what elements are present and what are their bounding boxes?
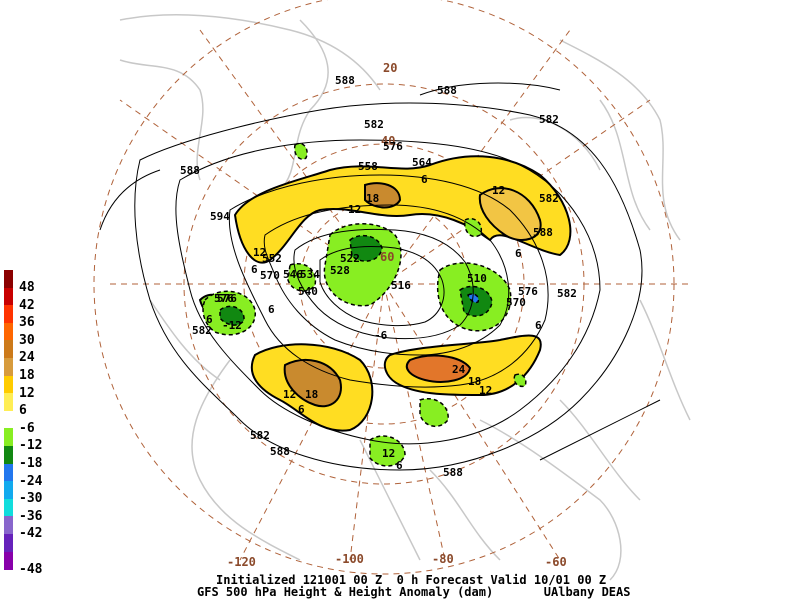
- height-label: 576: [518, 285, 538, 298]
- anomaly-label: 6: [268, 303, 275, 316]
- anomaly-label: 6: [298, 403, 305, 416]
- height-label: 588: [443, 466, 463, 479]
- legend-swatch: [4, 428, 13, 447]
- anomaly-label: -12: [222, 319, 242, 332]
- lon-label-80: -80: [432, 552, 454, 566]
- height-label: 582: [364, 118, 384, 131]
- height-label: 540: [298, 285, 318, 298]
- lat-label-20: 20: [383, 61, 397, 75]
- height-label: 588: [437, 84, 457, 97]
- footer-line-2: GFS 500 hPa Height & Height Anomaly (dam…: [197, 585, 631, 599]
- anomaly-label: 12: [382, 447, 395, 460]
- legend-label: 36: [19, 315, 35, 331]
- lon-label-120: -120: [227, 555, 256, 569]
- height-label: 516: [391, 279, 411, 292]
- height-label: 570: [506, 296, 526, 309]
- anomaly-label: 24: [452, 363, 466, 376]
- legend-label: -36: [19, 508, 43, 524]
- legend-swatch: [4, 375, 13, 395]
- legend-swatch: [4, 410, 13, 430]
- legend-swatch: [4, 551, 13, 571]
- lon-label-60: -60: [545, 555, 567, 569]
- legend-swatch: [4, 305, 13, 324]
- height-label: 522: [340, 252, 360, 265]
- height-label: 582: [250, 429, 270, 442]
- height-label: 582: [557, 287, 577, 300]
- anomaly-label: 6: [421, 173, 428, 186]
- legend-swatch: [4, 322, 13, 342]
- legend-swatch: [4, 393, 13, 412]
- height-label: 576: [217, 292, 237, 305]
- anomaly-label: 6: [251, 263, 258, 276]
- negative-anomaly-fills: [202, 142, 527, 467]
- anomaly-label: 6: [535, 319, 542, 332]
- legend-label: -30: [19, 491, 43, 507]
- height-label: 582: [539, 192, 559, 205]
- anomaly-labels: 12 18 12 12 18 24 18 12 6 6 -6 -12 12 6 …: [206, 173, 542, 472]
- legend-label: 30: [19, 332, 35, 348]
- legend-swatch: [4, 358, 13, 377]
- legend-label: -42: [19, 526, 43, 542]
- legend-label: -12: [19, 438, 43, 454]
- height-label: 564: [412, 156, 432, 169]
- anomaly-label: 12: [492, 184, 505, 197]
- anomaly-label: 18: [468, 375, 481, 388]
- height-label: 588: [533, 226, 553, 239]
- legend-swatch: [4, 498, 13, 518]
- anomaly-label: 6: [396, 459, 403, 472]
- legend-label: -48: [19, 561, 43, 577]
- height-label: 588: [180, 164, 200, 177]
- lat-label-40: 40: [381, 134, 395, 148]
- legend-label: 18: [19, 368, 35, 383]
- legend-label: -24: [19, 473, 43, 489]
- height-label: 510: [467, 272, 487, 285]
- legend-label: 6: [19, 403, 27, 419]
- anomaly-label: -6: [374, 329, 388, 342]
- legend-swatch: [4, 287, 13, 307]
- anomaly-label: 12: [479, 384, 492, 397]
- legend-label: 12: [19, 385, 35, 401]
- legend-swatch: [4, 534, 13, 553]
- anomaly-label: 12: [283, 388, 296, 401]
- legend-label: 48: [19, 280, 35, 295]
- anomaly-label: 18: [305, 388, 318, 401]
- height-label: 576: [383, 140, 403, 153]
- anomaly-label: 12: [253, 246, 266, 259]
- height-labels: 588 588 588 582 576 570 564 558 552 546 …: [180, 74, 577, 479]
- legend-swatch: [4, 270, 13, 289]
- anomaly-label: 12: [348, 203, 361, 216]
- legend-swatch: [4, 446, 13, 465]
- legend-swatch: [4, 516, 13, 535]
- height-label: 534: [300, 268, 320, 281]
- height-label: 588: [335, 74, 355, 87]
- legend-swatch: [4, 481, 13, 500]
- positive-anomaly-fills: [198, 155, 572, 432]
- height-label: 570: [260, 269, 280, 282]
- height-label: 576: [214, 292, 234, 305]
- legend-label: -18: [19, 456, 43, 471]
- lon-label-100: -100: [335, 552, 364, 566]
- anomaly-label: 18: [366, 192, 379, 205]
- legend-swatch: [4, 463, 13, 483]
- legend-swatch: [4, 340, 13, 359]
- height-label: 528: [330, 264, 350, 277]
- graticule-labels: 20 40 60 -120 -100 -80 -60: [227, 61, 567, 569]
- height-label: 588: [270, 445, 290, 458]
- legend-label: 42: [19, 297, 35, 313]
- height-label: 552: [262, 252, 282, 265]
- legend-label: -6: [19, 420, 35, 436]
- height-label: 594: [210, 210, 230, 223]
- height-label: 558: [358, 160, 378, 173]
- height-contours: [99, 82, 661, 471]
- height-label: 582: [539, 113, 559, 126]
- height-label: 582: [192, 324, 212, 337]
- footer-line-1: Initialized 121001 00 Z 0 h Forecast Val…: [216, 573, 607, 587]
- legend-label: 24: [19, 350, 35, 366]
- anomaly-label: 6: [515, 247, 522, 260]
- lat-label-60: 60: [380, 250, 394, 264]
- height-label: 546: [283, 268, 303, 281]
- anomaly-label: 6: [206, 313, 213, 326]
